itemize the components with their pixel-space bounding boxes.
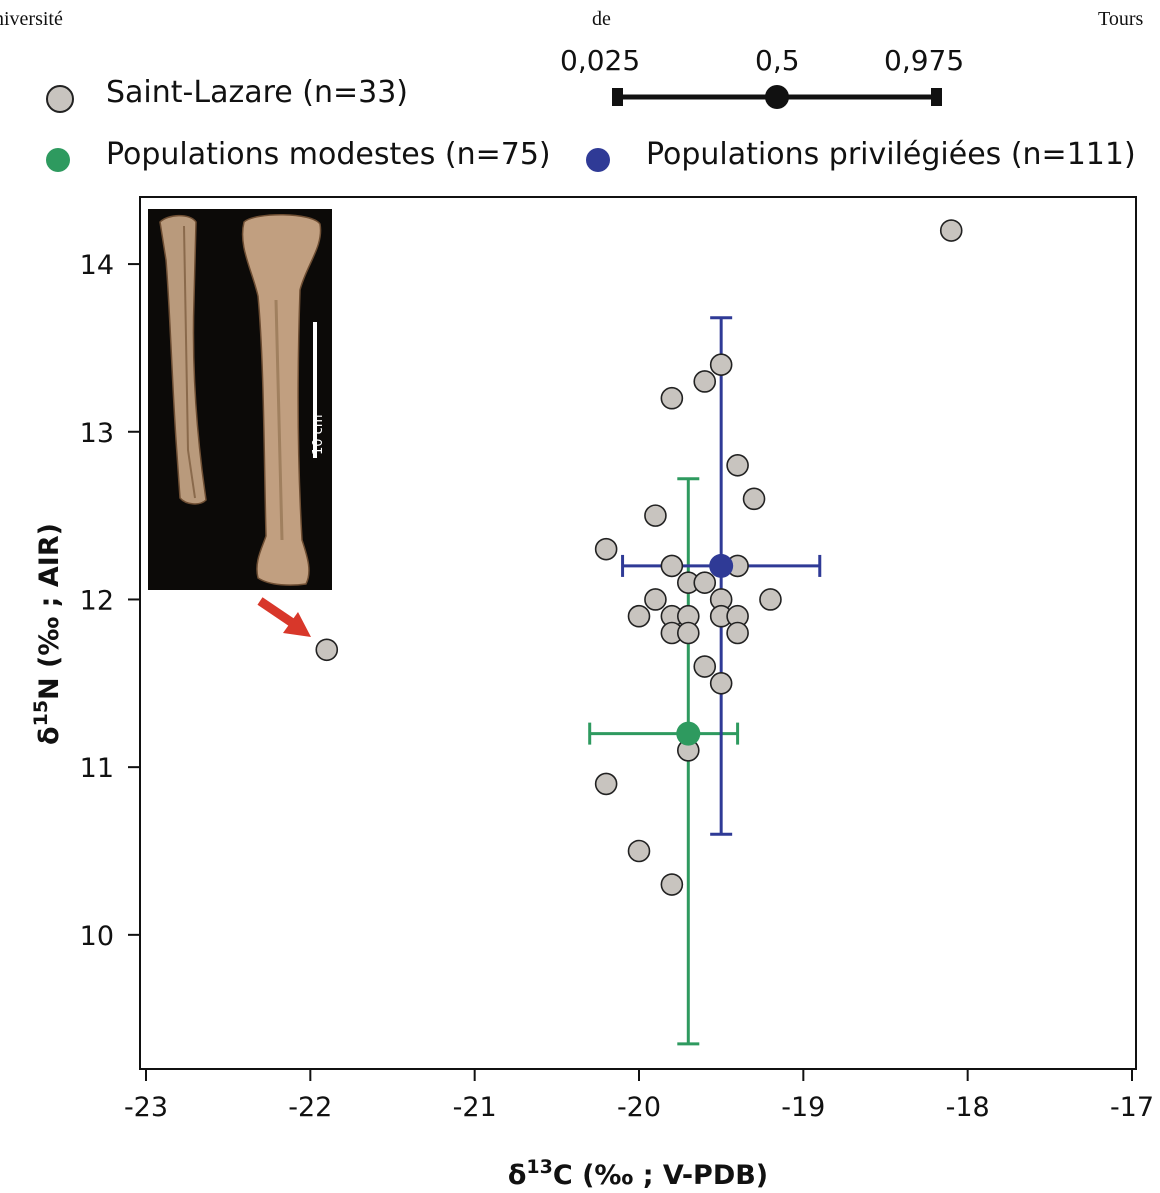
- saint-lazare-point: [315, 638, 339, 662]
- saint-lazare-point: [759, 588, 782, 611]
- saint-lazare-point: [644, 588, 667, 611]
- saint-lazare-point: [660, 873, 684, 896]
- quantile-scale-mid-label: 0,5: [755, 44, 800, 77]
- y-axis: 10 11 12 13 14: [80, 250, 140, 952]
- x-tick-label: -21: [453, 1092, 497, 1123]
- saint-lazare-point: [693, 655, 717, 678]
- x-axis-title: δ13C (‰ ; V-PDB): [508, 1156, 768, 1191]
- saint-lazare-point: [742, 487, 766, 511]
- x-axis: -23 -22 -21 -20 -19 -18 -17: [124, 1069, 1154, 1123]
- y-tick-label: 13: [80, 418, 114, 449]
- saint-lazare-point: [939, 219, 963, 242]
- legend-dot-populations-modestes: [46, 148, 70, 172]
- saint-lazare-point: [660, 386, 684, 410]
- saint-lazare-point: [676, 621, 700, 645]
- header-right-text: Tours: [1098, 8, 1144, 30]
- saint-lazare-points: [315, 219, 963, 896]
- y-tick-label: 10: [80, 921, 114, 952]
- legend-label-saint-lazare: Saint-Lazare (n=33): [106, 75, 408, 110]
- saint-lazare-point: [693, 571, 717, 594]
- x-tick-label: -23: [124, 1092, 168, 1123]
- legend-label-populations-modestes: Populations modestes (n=75): [106, 137, 551, 172]
- legend-dot-populations-privilegiees: [586, 148, 610, 172]
- fibula-bone-left: [159, 214, 207, 505]
- saint-lazare-point: [709, 672, 733, 695]
- tibia-bone: [241, 214, 322, 586]
- saint-lazare-point: [627, 839, 651, 863]
- saint-lazare-point: [660, 554, 684, 578]
- populations-modestes-median: [676, 721, 701, 746]
- y-axis-title: δ15N (‰ ; AIR): [30, 523, 65, 745]
- saint-lazare-point: [627, 604, 651, 628]
- arrow-to-outlier: [257, 597, 311, 637]
- saint-lazare-point: [726, 621, 749, 645]
- x-tick-label: -22: [288, 1092, 332, 1123]
- quantile-scale-high-label: 0,975: [884, 44, 965, 77]
- y-tick-label: 11: [80, 753, 114, 784]
- y-tick-label: 12: [80, 585, 114, 616]
- header-left-text: niversité: [0, 8, 63, 30]
- arrow-head: [283, 612, 311, 637]
- quantile-scale-right-cap: [931, 88, 942, 106]
- median-points: [676, 553, 734, 746]
- y-tick-label: 14: [80, 250, 114, 281]
- saint-lazare-point: [594, 772, 618, 796]
- x-tick-label: -18: [946, 1092, 990, 1123]
- quantile-scale-legend: [612, 85, 942, 109]
- quantile-scale-left-cap: [612, 88, 623, 106]
- legend-dot-saint-lazare: [46, 85, 74, 113]
- saint-lazare-point: [693, 370, 717, 393]
- saint-lazare-point: [709, 353, 733, 376]
- legend-label-populations-privilegiees: Populations privilégiées (n=111): [646, 137, 1136, 172]
- fibula-bone-shaft: [183, 225, 196, 499]
- saint-lazare-point: [726, 454, 749, 477]
- x-tick-label: -20: [617, 1092, 661, 1123]
- tibia-bone-ridge: [274, 299, 284, 541]
- saint-lazare-point: [594, 537, 618, 561]
- x-tick-label: -17: [1110, 1092, 1154, 1123]
- inset-bone-photo: 10 cm: [148, 209, 332, 590]
- quantile-scale-median-dot: [765, 85, 789, 109]
- populations-privilegiees-median: [709, 553, 734, 578]
- arrow-shaft: [257, 597, 297, 628]
- inset-scale-label: 10 cm: [311, 415, 326, 456]
- saint-lazare-point: [644, 504, 667, 527]
- header-middle-text: de: [592, 8, 611, 30]
- x-tick-label: -19: [781, 1092, 825, 1123]
- quantile-scale-low-label: 0,025: [560, 44, 641, 77]
